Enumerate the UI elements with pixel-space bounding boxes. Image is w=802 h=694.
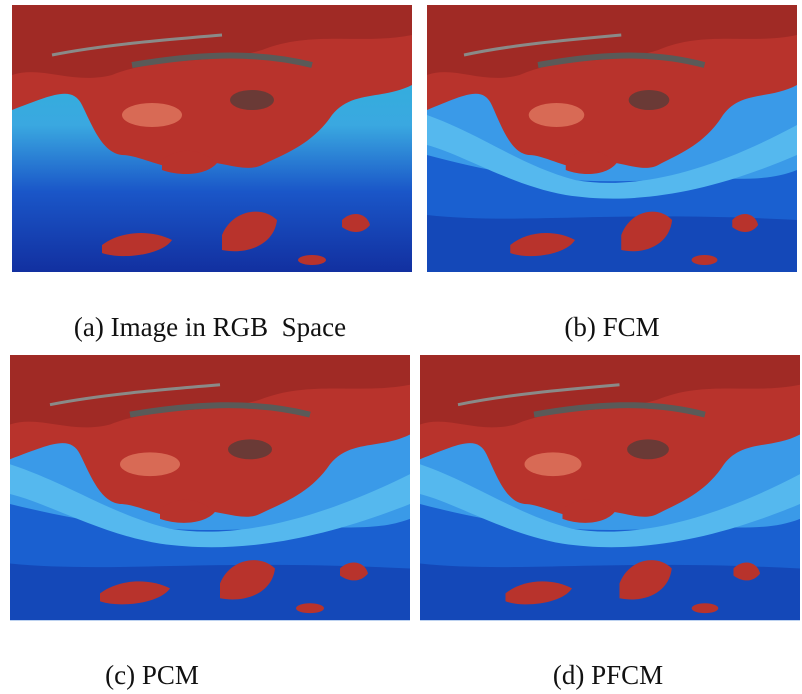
caption: (b) FCM: [564, 312, 659, 342]
image-pcm: [10, 355, 410, 620]
caption: (a) Image in RGB Space: [74, 312, 346, 342]
image-rgb: [12, 5, 412, 272]
caption: (d) PFCM: [553, 660, 663, 690]
image-fcm: [427, 5, 797, 272]
image-pfcm: [420, 355, 800, 620]
figure: (a) Image in RGB Space (b) FCM (c) PCM (…: [0, 0, 802, 694]
caption: (c) PCM: [105, 660, 199, 690]
